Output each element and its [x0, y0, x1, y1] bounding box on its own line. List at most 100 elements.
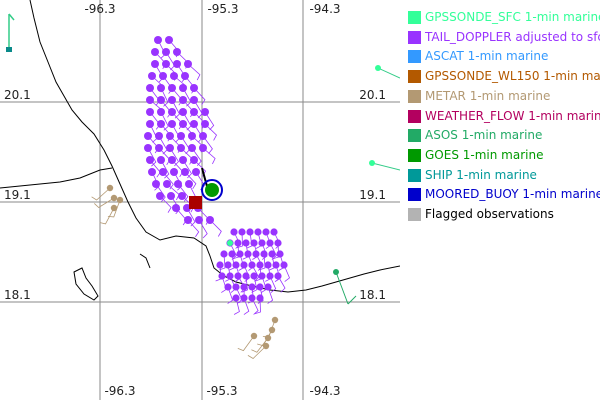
legend-swatch [408, 148, 421, 162]
legend-label: GOES 1-min marine [425, 147, 544, 162]
tail-doppler-dot [156, 192, 164, 200]
lat-label-left: 19.1 [4, 188, 31, 202]
tail-doppler-barb [184, 171, 197, 190]
tail-doppler-dot [242, 272, 250, 280]
tail-doppler-dot [276, 250, 284, 258]
legend-swatch [408, 70, 421, 84]
tail-doppler-dot [162, 60, 170, 68]
tail-doppler-dot [220, 250, 228, 258]
tail-doppler-barb [259, 253, 266, 271]
tail-doppler-dot [152, 180, 160, 188]
tail-doppler-barb [198, 219, 208, 239]
legend-swatch [408, 168, 421, 182]
tail-doppler-dot [179, 96, 187, 104]
tail-doppler-dot [190, 96, 198, 104]
tail-doppler-dot [184, 60, 192, 68]
tail-doppler-dot [181, 168, 189, 176]
tail-doppler-dot [162, 48, 170, 56]
gpssonde-barb [377, 67, 400, 79]
tail-doppler-barb [267, 286, 274, 304]
legend-swatch [408, 109, 421, 123]
tail-doppler-dot [234, 239, 242, 247]
tail-doppler-dot [146, 120, 154, 128]
lat-label-right: 18.1 [359, 288, 386, 302]
metar-dot [110, 204, 118, 212]
legend-label: WEATHER_FLOW 1-min marine [425, 108, 600, 123]
lat-label-left: 18.1 [4, 288, 31, 302]
tail-doppler-dot [168, 84, 176, 92]
tail-doppler-barb [283, 264, 290, 282]
tail-doppler-barb [204, 111, 215, 131]
metar-barb [99, 207, 115, 225]
tail-doppler-dot [179, 156, 187, 164]
tail-doppler-dot [146, 84, 154, 92]
tail-doppler-dot [250, 272, 258, 280]
tail-doppler-dot [168, 96, 176, 104]
tail-doppler-dot [274, 272, 282, 280]
tail-doppler-dot [228, 250, 236, 258]
tail-doppler-dot [258, 239, 266, 247]
tail-doppler-barb [261, 242, 268, 260]
tail-doppler-barb [257, 286, 264, 304]
tail-doppler-dot [262, 228, 270, 236]
tail-doppler-dot [264, 283, 272, 291]
tail-doppler-dot [272, 261, 280, 269]
tail-doppler-dot [192, 168, 200, 176]
map-panel[interactable]: -96.3 -95.3 -94.3 -96.3 -95.3 -94.3 20.1… [0, 0, 400, 400]
tail-doppler-dot [177, 144, 185, 152]
tail-doppler-barb [251, 275, 258, 293]
tail-doppler-dot [157, 96, 165, 104]
metar-barb [94, 197, 115, 209]
graticule-labels: -96.3 -95.3 -94.3 -96.3 -95.3 -94.3 20.1… [4, 2, 386, 398]
tail-doppler-dot [270, 228, 278, 236]
tail-doppler-dot [146, 108, 154, 116]
tail-doppler-dot [201, 108, 209, 116]
lon-label-bottom: -96.3 [104, 384, 135, 398]
legend-label: SHIP 1-min marine [425, 167, 537, 182]
legend-swatch [408, 188, 421, 202]
tail-doppler-dot [173, 48, 181, 56]
tail-doppler-dot [157, 84, 165, 92]
tail-doppler-dot [178, 192, 186, 200]
tail-doppler-dot [146, 96, 154, 104]
coastline-main [29, 0, 400, 293]
tail-doppler-barb [233, 297, 240, 315]
tail-doppler-dot [254, 228, 262, 236]
tail-doppler-dot [256, 294, 264, 302]
legend-label: TAIL_DOPPLER adjusted to sfc [425, 29, 600, 44]
tail-doppler-dot [168, 108, 176, 116]
metar-barb [247, 345, 267, 360]
tail-doppler-dot [274, 239, 282, 247]
tail-doppler-dot [155, 144, 163, 152]
lat-label-right: 20.1 [359, 88, 386, 102]
gpssonde-marker [227, 240, 233, 246]
tail-doppler-dot [236, 250, 244, 258]
tail-doppler-dot [268, 250, 276, 258]
legend-swatch [408, 208, 421, 221]
moored-buoy-marker [201, 179, 223, 201]
legend-label: MOORED_BUOY 1-min marine [425, 187, 600, 202]
ship-barb [347, 295, 357, 305]
tail-doppler-dot [280, 261, 288, 269]
tail-doppler-dot [170, 168, 178, 176]
tail-doppler-dot [240, 294, 248, 302]
gpssonde-marker [369, 160, 375, 166]
legend-swatch [408, 30, 421, 44]
gpssonde-marker [375, 65, 381, 71]
tail-doppler-dot [157, 120, 165, 128]
tail-doppler-dot [172, 204, 180, 212]
tail-doppler-barb [229, 242, 237, 260]
tail-doppler-dot [144, 144, 152, 152]
tail-doppler-dot [250, 239, 258, 247]
tail-doppler-dot [177, 132, 185, 140]
tail-doppler-dot [170, 72, 178, 80]
observation-map[interactable]: -96.3 -95.3 -94.3 -96.3 -95.3 -94.3 20.1… [0, 0, 400, 400]
legend-swatch [408, 129, 421, 143]
tail-doppler-dot [144, 132, 152, 140]
tail-doppler-dot [179, 84, 187, 92]
tail-doppler-dot [199, 132, 207, 140]
legend-swatch [408, 11, 421, 24]
tail-doppler-dot [218, 272, 226, 280]
gpssonde-marker [6, 47, 12, 52]
legend-label: Flagged observations [425, 207, 554, 221]
